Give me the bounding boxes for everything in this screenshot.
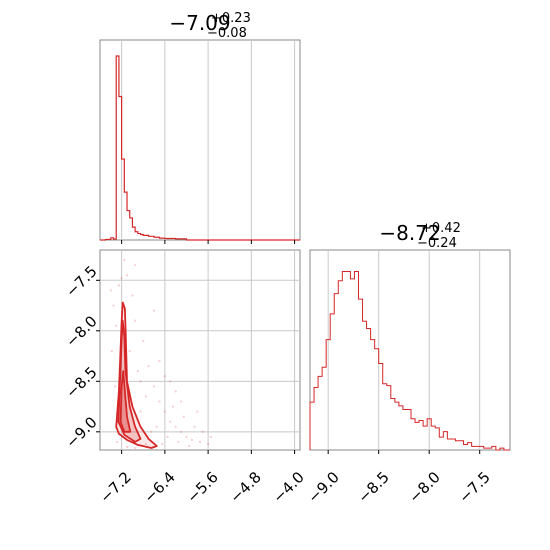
scatter-point [182, 415, 185, 418]
param1-marginal-ticks [121, 240, 296, 244]
scatter-point [201, 430, 204, 433]
scatter-point [174, 390, 177, 393]
scatter-point [110, 350, 113, 353]
scatter-point [153, 309, 156, 312]
scatter-point [177, 440, 180, 443]
scatter-point [131, 294, 134, 297]
scatter-point [128, 350, 131, 353]
joint-contours [115, 301, 158, 449]
param2-title-upper: +0.42 [421, 221, 461, 236]
scatter-point [123, 259, 126, 262]
param2-marginal-grid [327, 250, 481, 450]
scatter-point [116, 440, 119, 443]
scatter-point [199, 440, 201, 443]
param2-marginal-ticks [327, 450, 481, 454]
scatter-point [115, 324, 118, 327]
scatter-point [166, 435, 169, 438]
scatter-point [180, 430, 183, 433]
scatter-point [196, 410, 199, 413]
scatter-point [193, 425, 196, 428]
scatter-point [163, 410, 166, 413]
y-tick-label: −8.0 [62, 312, 100, 350]
x-tick-label: −8.0 [405, 468, 443, 506]
x-tick-label: −7.2 [96, 468, 134, 506]
param2-marginal-histogram [309, 271, 510, 451]
scatter-point [171, 405, 174, 408]
histogram-step [100, 55, 300, 241]
x-tick-label: −6.4 [140, 468, 178, 506]
scatter-point [158, 400, 161, 403]
scatter-point [190, 438, 193, 441]
scatter-point [155, 425, 158, 428]
histogram-step [309, 271, 510, 451]
scatter-point [139, 380, 142, 383]
param2-title-median: −8.72 [379, 221, 440, 245]
scatter-point [147, 365, 150, 368]
joint-x-tick-labels: −7.2 −6.4 −5.6 −4.8 −4.0 [96, 468, 307, 506]
scatter-point [112, 304, 115, 307]
scatter-point [139, 410, 142, 413]
x-tick-label: −4.8 [226, 468, 264, 506]
joint-grid [100, 250, 300, 450]
scatter-point [163, 375, 166, 378]
scatter-point [161, 442, 164, 445]
scatter-point [144, 442, 147, 445]
scatter-point [158, 360, 161, 363]
param2-x-tick-labels: −9.0 −8.5 −8.0 −7.5 [304, 468, 493, 506]
param1-title-median: −7.09 [169, 11, 230, 35]
scatter-point [114, 385, 117, 388]
param1-title-lower: −0.08 [207, 26, 247, 41]
x-tick-label: −7.5 [455, 468, 493, 506]
scatter-point [169, 420, 172, 423]
param1-title: −7.09 [169, 11, 230, 35]
param1-title-upper: +0.23 [211, 11, 251, 26]
y-tick-label: −8.5 [62, 363, 100, 401]
scatter-point [150, 430, 153, 433]
joint-scatter [109, 259, 212, 449]
scatter-point [126, 274, 129, 277]
scatter-point [174, 425, 177, 428]
scatter-point [120, 277, 123, 280]
scatter-point [169, 380, 172, 383]
scatter-point [136, 370, 139, 373]
y-tick-label: −9.0 [62, 413, 100, 451]
scatter-point [153, 385, 156, 388]
joint-ticks [96, 279, 296, 454]
x-tick-label: −5.6 [183, 468, 221, 506]
scatter-point [144, 395, 147, 398]
scatter-point [188, 444, 191, 447]
x-tick-label: −9.0 [304, 468, 342, 506]
scatter-point [134, 319, 137, 322]
scatter-point [117, 284, 120, 287]
param1-marginal-histogram [100, 55, 300, 241]
joint-frame [99, 249, 301, 451]
scatter-point [126, 445, 129, 448]
joint-y-tick-labels: −7.5 −8.0 −8.5 −9.0 [62, 262, 100, 451]
param2-title: −8.72 [379, 221, 440, 245]
scatter-point [207, 442, 210, 445]
scatter-point [142, 339, 145, 342]
param2-title-lower: −0.24 [417, 236, 457, 251]
param2-marginal-frame [309, 249, 511, 451]
contour-level [117, 319, 142, 443]
param1-marginal-grid [121, 40, 296, 240]
scatter-point [209, 435, 212, 438]
scatter-point [109, 289, 112, 292]
contour-level [119, 370, 132, 433]
x-tick-label: −4.0 [269, 468, 307, 506]
x-tick-label: −8.5 [354, 468, 392, 506]
scatter-point [180, 400, 183, 403]
y-tick-label: −7.5 [62, 262, 100, 300]
scatter-point [134, 446, 137, 449]
scatter-point [185, 435, 188, 438]
scatter-point [134, 264, 137, 267]
